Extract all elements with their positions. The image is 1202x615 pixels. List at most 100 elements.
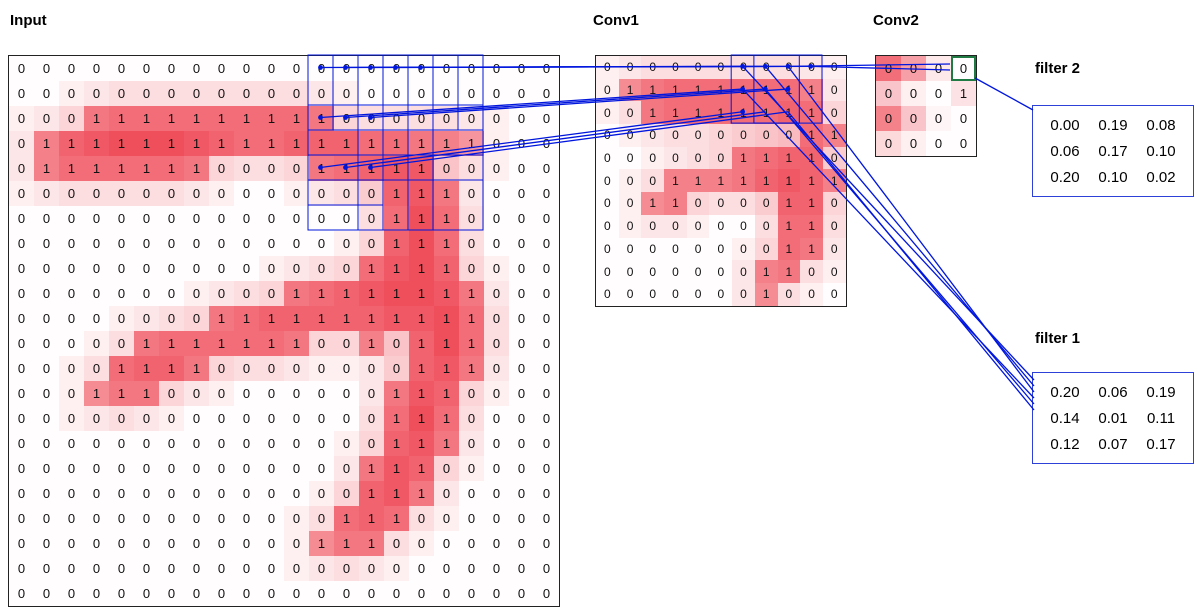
input-cell: 0 (92, 236, 101, 251)
input-cell: 0 (517, 386, 526, 401)
input-cell: 0 (517, 61, 526, 76)
input-cell: 0 (459, 456, 484, 481)
input-cell: 1 (459, 281, 484, 306)
input-cell: 0 (42, 336, 51, 351)
input-cell: 1 (409, 431, 434, 456)
input-cell: 0 (117, 536, 126, 551)
conv1-cell: 1 (686, 169, 710, 193)
input-cell: 0 (342, 211, 351, 226)
input-cell: 0 (409, 531, 434, 556)
conv1-cell: 0 (717, 264, 725, 279)
input-cell: 0 (67, 311, 76, 326)
conv1-cell: 0 (822, 260, 846, 283)
input-cell: 1 (384, 431, 409, 456)
input-cell: 0 (317, 211, 326, 226)
input-cell: 1 (309, 156, 334, 181)
input-cell: 0 (542, 111, 551, 126)
input-cell: 1 (334, 506, 359, 531)
input-cell: 0 (234, 356, 259, 381)
input-cell: 0 (317, 461, 326, 476)
input-cell: 1 (59, 156, 84, 181)
input-cell: 0 (142, 561, 151, 576)
input-cell: 1 (184, 131, 209, 156)
input-cell: 0 (309, 356, 334, 381)
conv1-cell: 0 (626, 151, 634, 166)
input-cell: 1 (34, 131, 59, 156)
input-cell: 0 (342, 61, 351, 76)
input-cell: 0 (67, 286, 76, 301)
input-cell: 0 (542, 411, 551, 426)
input-cell: 1 (159, 356, 184, 381)
input-cell: 0 (192, 511, 201, 526)
input-cell: 0 (209, 281, 234, 306)
input-cell: 0 (167, 486, 176, 501)
conv1-cell: 0 (672, 287, 679, 302)
input-cell: 0 (67, 586, 76, 601)
input-cell: 0 (142, 211, 151, 226)
input-cell: 0 (159, 381, 184, 406)
conv1-cell: 0 (618, 169, 642, 193)
conv1-cell: 0 (604, 241, 611, 256)
input-cell: 0 (109, 81, 134, 106)
input-cell: 0 (192, 486, 201, 501)
input-cell: 0 (467, 561, 476, 576)
input-cell: 0 (167, 211, 176, 226)
input-cell: 0 (484, 281, 509, 306)
input-cell: 1 (259, 106, 284, 131)
input-cell: 0 (367, 586, 376, 601)
input-cell: 1 (209, 106, 234, 131)
input-cell: 0 (59, 356, 84, 381)
input-cell: 0 (17, 461, 26, 476)
input-cell: 0 (42, 311, 51, 326)
input-cell: 0 (459, 206, 484, 231)
input-cell: 0 (42, 411, 51, 426)
input-cell: 1 (409, 256, 434, 281)
input-cell: 0 (492, 511, 501, 526)
input-cell: 0 (67, 536, 76, 551)
conv1-cell: 0 (777, 124, 801, 147)
input-cell: 0 (292, 461, 301, 476)
conv1-cell: 0 (672, 264, 679, 279)
conv1-cell: 0 (604, 196, 611, 211)
input-cell: 0 (9, 131, 34, 156)
conv2-title: Conv2 (873, 12, 919, 29)
input-cell: 0 (84, 81, 109, 106)
input-cell: 0 (142, 61, 151, 76)
input-cell: 0 (242, 236, 251, 251)
conv1-cell: 0 (709, 124, 733, 147)
input-cell: 0 (542, 136, 551, 151)
conv2-highlighted-cell: 0 (951, 56, 976, 81)
input-cell: 0 (459, 431, 484, 456)
input-cell: 0 (359, 181, 384, 206)
input-cell: 1 (134, 156, 159, 181)
input-cell: 0 (484, 156, 509, 181)
input-cell: 0 (542, 86, 551, 101)
input-cell: 0 (434, 156, 459, 181)
input-cell: 0 (242, 586, 251, 601)
input-cell: 0 (217, 436, 226, 451)
input-cell: 0 (309, 81, 334, 106)
input-cell: 1 (409, 406, 434, 431)
input-cell: 0 (59, 81, 84, 106)
input-cell: 0 (309, 506, 334, 531)
input-cell: 0 (284, 156, 309, 181)
conv1-cell: 0 (641, 146, 665, 170)
input-cell: 0 (267, 511, 276, 526)
input-cell: 0 (92, 561, 101, 576)
conv1-cell: 1 (822, 169, 846, 193)
input-cell: 0 (92, 261, 101, 276)
conv1-cell: 1 (777, 260, 801, 283)
conv1-cell: 1 (777, 192, 801, 215)
conv1-cell: 0 (777, 282, 801, 306)
input-cell: 0 (17, 411, 26, 426)
input-cell: 0 (17, 511, 26, 526)
filter2-matrix: 0.00 0.19 0.08 0.06 0.17 0.10 0.20 0.10 0.02 (1032, 105, 1194, 197)
input-cell: 0 (434, 106, 459, 131)
input-cell: 1 (84, 131, 109, 156)
conv1-cell: 0 (830, 287, 838, 302)
conv1-cell: 0 (694, 287, 702, 302)
filter1-value: 0.11 (1146, 409, 1176, 427)
filter1-value: 0.12 (1050, 435, 1080, 453)
input-cell: 0 (317, 436, 326, 451)
conv1-cell: 1 (754, 282, 778, 306)
